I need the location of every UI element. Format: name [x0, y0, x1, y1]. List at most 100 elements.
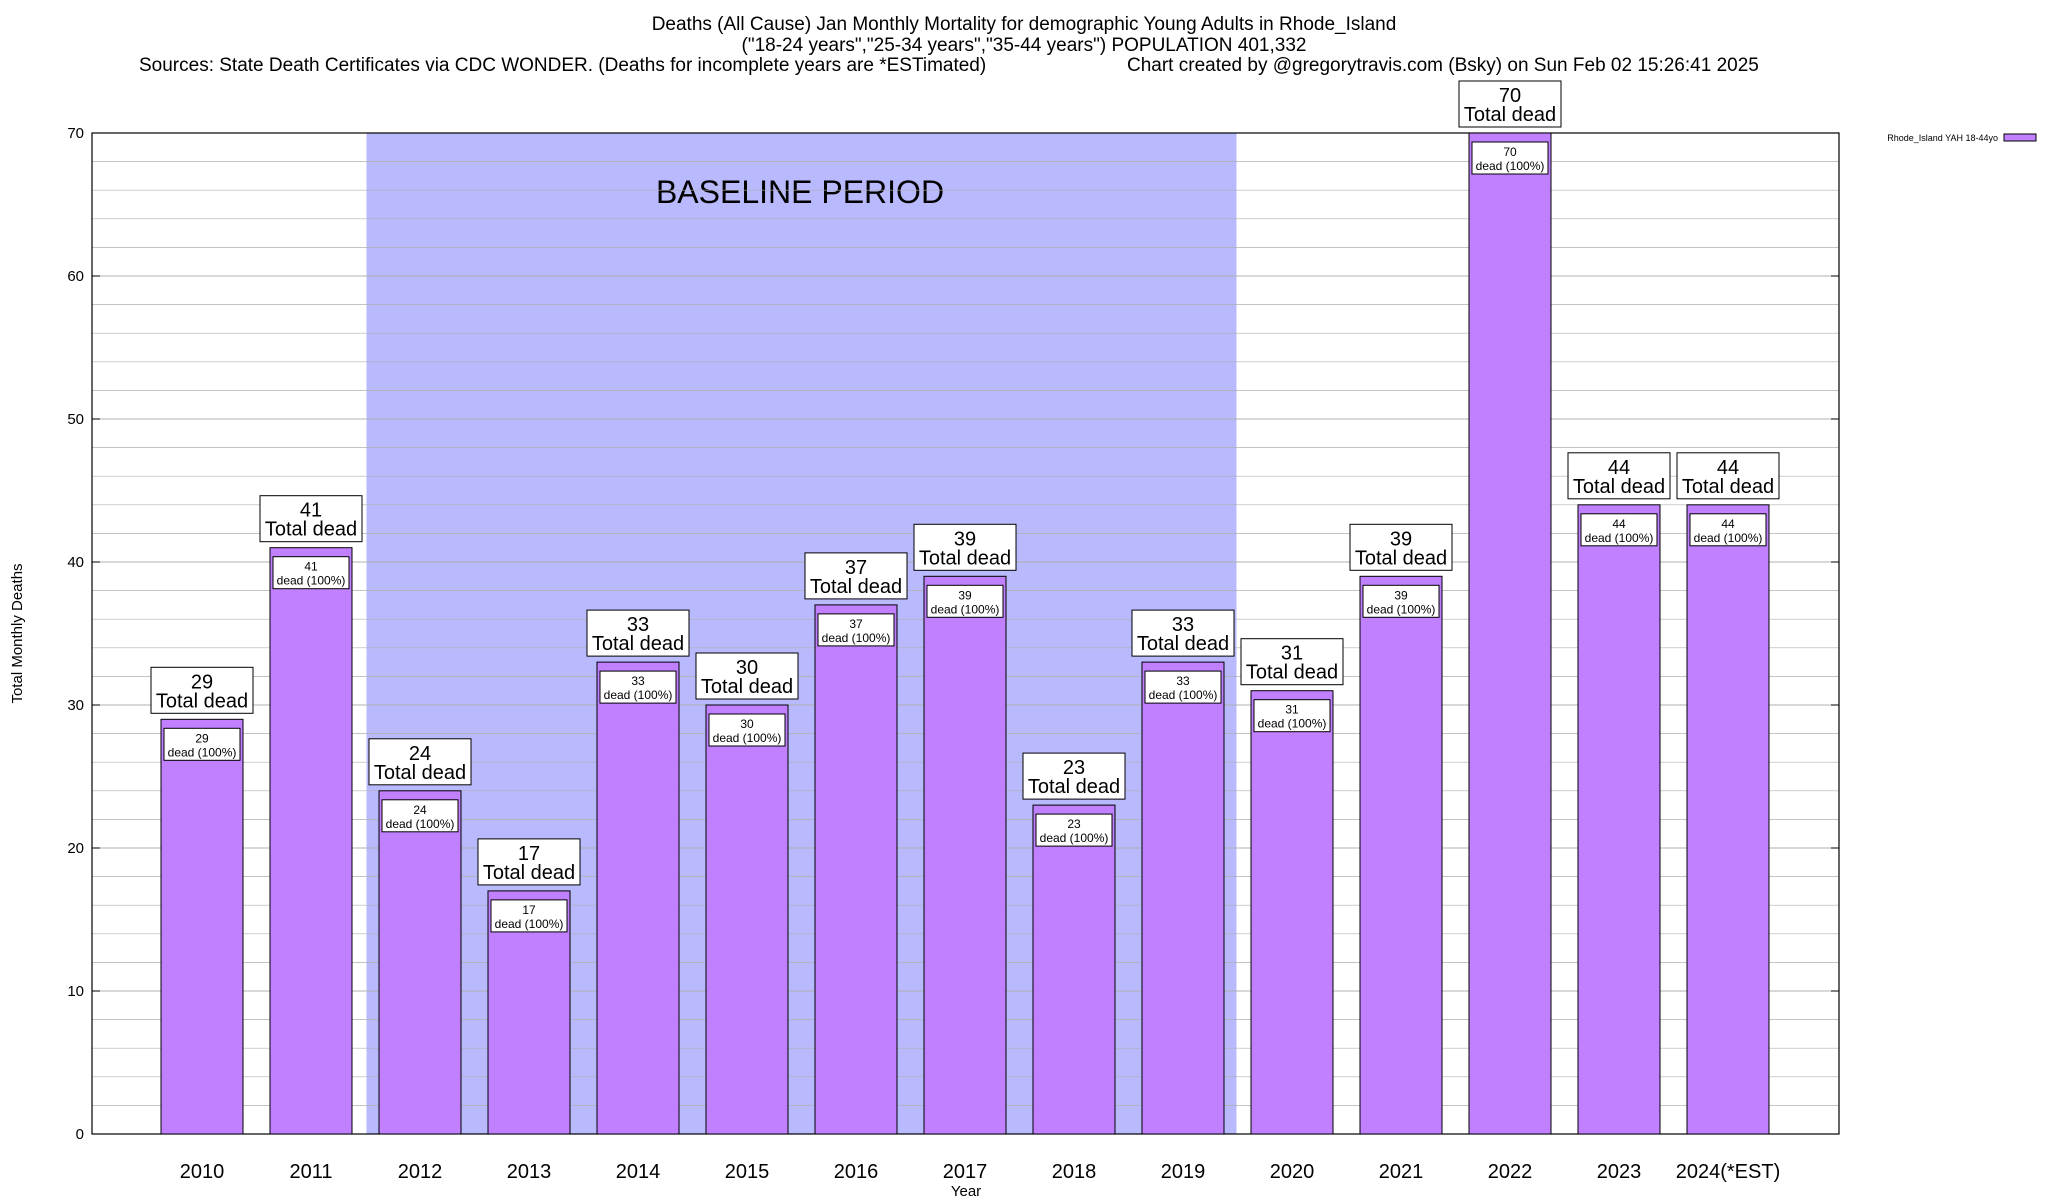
bar-inner-label-box [708, 713, 786, 747]
bar-inner-value: 37 [849, 617, 863, 631]
y-tick-label: 0 [76, 1126, 84, 1143]
bar-total-value: 39 [1390, 528, 1412, 550]
y-tick-label: 30 [67, 697, 84, 714]
x-tick-label: 2021 [1379, 1161, 1424, 1183]
bar [378, 790, 462, 1135]
bar [1686, 504, 1770, 1135]
bar-inner-value: 23 [1067, 817, 1081, 831]
bar-inner-label: dead (100%) [1040, 831, 1109, 845]
y-tick-label: 70 [67, 125, 84, 142]
bar-total-value: 33 [1172, 614, 1194, 636]
x-tick-label: 2016 [834, 1161, 879, 1183]
bar-total-label: Total dead [1355, 547, 1447, 569]
bar-inner-label: dead (100%) [931, 602, 1000, 616]
bar-total-label-box [1567, 452, 1671, 500]
bar [1250, 690, 1334, 1135]
baseline-period-label: BASELINE PERIOD [656, 174, 944, 210]
bar-total-value: 44 [1608, 457, 1630, 479]
bar-inner-label-box [1362, 584, 1440, 618]
y-tick-label: 50 [67, 411, 84, 428]
bar-inner-value: 29 [195, 731, 209, 745]
bar-inner-label-box [1035, 813, 1113, 847]
x-tick-label: 2019 [1161, 1161, 1206, 1183]
bar-inner-label-box [1689, 513, 1767, 547]
bar-inner-label: dead (100%) [1149, 688, 1218, 702]
bar-inner-value: 31 [1285, 703, 1299, 717]
bar-total-label-box [1131, 609, 1235, 657]
x-tick-label: 2023 [1597, 1161, 1642, 1183]
bar-inner-value: 39 [1394, 588, 1408, 602]
y-axis-label: Total Monthly Deaths [9, 563, 26, 703]
bar-inner-value: 24 [413, 803, 427, 817]
chart-title-line-1: Deaths (All Cause) Jan Monthly Mortality… [651, 14, 1397, 35]
bar-total-label-box [1022, 752, 1126, 800]
bar-total-value: 17 [518, 843, 540, 865]
bar [1577, 504, 1661, 1135]
bar-inner-label: dead (100%) [386, 817, 455, 831]
bar [705, 704, 789, 1135]
bar-total-value: 24 [409, 743, 431, 765]
bar-total-value: 44 [1717, 457, 1739, 479]
bar [1141, 661, 1225, 1135]
bar-total-label: Total dead [483, 862, 575, 884]
x-tick-label: 2017 [943, 1161, 988, 1183]
y-tick-label: 40 [67, 554, 84, 571]
bar-inner-value: 30 [740, 717, 754, 731]
bar-total-label-box [150, 666, 254, 714]
x-tick-label: 2014 [616, 1161, 661, 1183]
bar-inner-label-box [599, 670, 677, 704]
bar-inner-label-box [1471, 141, 1549, 175]
y-tick-label: 60 [67, 268, 84, 285]
bar-total-label: Total dead [810, 576, 902, 598]
bar-total-label-box [695, 652, 799, 700]
bar-total-label: Total dead [374, 762, 466, 784]
y-tick-label: 20 [67, 840, 84, 857]
x-tick-label: 2012 [398, 1161, 443, 1183]
bar-inner-label-box [163, 727, 241, 761]
bar-total-label: Total dead [265, 519, 357, 541]
bar-total-label-box [477, 838, 581, 886]
bar-total-label-box [1458, 80, 1562, 128]
chart-sources: Sources: State Death Certificates via CD… [139, 55, 987, 76]
bar-inner-value: 39 [958, 588, 972, 602]
bar-total-value: 23 [1063, 757, 1085, 779]
x-tick-label: 2011 [289, 1161, 332, 1183]
bar-total-value: 37 [845, 557, 867, 579]
bar-inner-value: 17 [522, 903, 536, 917]
x-tick-label: 2022 [1488, 1161, 1533, 1183]
bar-inner-label-box [926, 584, 1004, 618]
bar-total-value: 29 [191, 671, 213, 693]
bar-inner-label-box [817, 613, 895, 647]
bar-total-label-box [804, 552, 908, 600]
bar-total-label: Total dead [1464, 104, 1556, 126]
x-tick-label: 2013 [507, 1161, 552, 1183]
x-tick-label: 2024(*EST) [1676, 1161, 1781, 1183]
bar-inner-value: 44 [1612, 517, 1626, 531]
bar-inner-label-box [381, 799, 459, 833]
bar-inner-label: dead (100%) [1585, 531, 1654, 545]
legend-swatch [2003, 133, 2037, 142]
bar-inner-label: dead (100%) [1476, 159, 1545, 173]
x-tick-label: 2010 [180, 1161, 225, 1183]
bar-total-value: 41 [300, 500, 322, 522]
x-tick-label: 2020 [1270, 1161, 1315, 1183]
bar-total-value: 39 [954, 528, 976, 550]
bar-total-value: 30 [736, 657, 758, 679]
bar [269, 547, 353, 1135]
bar-inner-label-box [1253, 699, 1331, 733]
legend-label: Rhode_Island YAH 18-44yo [1887, 133, 1998, 143]
bar-inner-value: 41 [304, 560, 318, 574]
bar-total-label-box [259, 495, 363, 543]
bar-total-label: Total dead [1573, 476, 1665, 498]
bar-inner-label: dead (100%) [168, 745, 237, 759]
bar-total-label: Total dead [592, 633, 684, 655]
bar-inner-label: dead (100%) [277, 574, 346, 588]
chart-title-line-2: ("18-24 years","25-34 years","35-44 year… [741, 35, 1307, 56]
bar [596, 661, 680, 1135]
chart-credit: Chart created by @gregorytravis.com (Bsk… [1127, 55, 1759, 76]
bar-inner-value: 70 [1503, 145, 1517, 159]
bar [1032, 804, 1116, 1135]
bar-inner-value: 33 [1176, 674, 1190, 688]
bar-total-label: Total dead [156, 690, 248, 712]
x-tick-label: 2015 [725, 1161, 770, 1183]
